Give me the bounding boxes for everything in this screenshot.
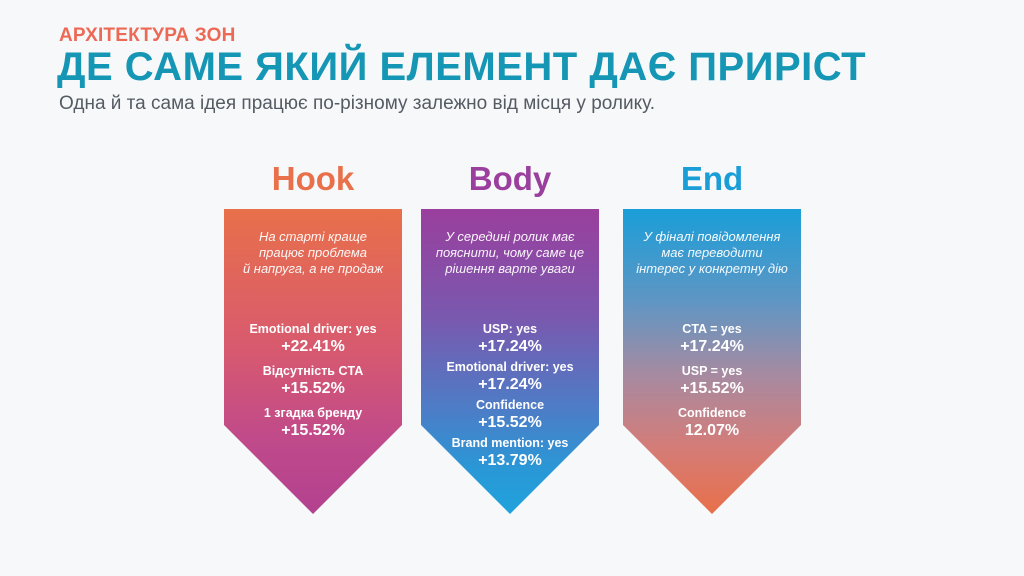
metric-label: Відсутність CTA [262, 364, 364, 378]
page-subtitle: Одна й та сама ідея працює по-різному за… [59, 93, 656, 114]
desc-line: й напруга, а не продаж [242, 261, 384, 276]
zone-title-hook: Hook [271, 160, 355, 197]
metric-label: Emotional driver: yes [446, 360, 574, 374]
metric-label: CTA = yes [682, 322, 742, 336]
desc-line: У середині ролик має [445, 229, 575, 244]
zone-arrow-end: У фіналі повідомлення має переводити інт… [623, 209, 801, 514]
desc-line: У фіналі повідомлення [643, 229, 781, 244]
metric-value: +17.24% [478, 376, 542, 393]
metric-label: Emotional driver: yes [249, 322, 377, 336]
metric: Emotional driver: yes +17.24% [421, 359, 599, 395]
zone-description-hook: На старті краще працює проблема й напруг… [224, 229, 402, 277]
metric-label: USP: yes [482, 322, 538, 336]
metric-value: 12.07% [684, 422, 740, 439]
metric-value: +17.24% [680, 338, 744, 355]
metric-value: +15.52% [281, 380, 345, 397]
zone-title-body: Body [468, 160, 552, 197]
metric-value: +17.24% [478, 338, 542, 355]
zone-title-end: End [680, 160, 744, 197]
metric: Confidence +15.52% [421, 397, 599, 433]
metric: Confidence 12.07% [623, 405, 801, 441]
metric-label: USP = yes [681, 364, 743, 378]
metric-label: Brand mention: yes [451, 436, 569, 450]
zone-arrow-hook: На старті краще працює проблема й напруг… [224, 209, 402, 514]
desc-line: працює проблема [258, 245, 368, 260]
zone-arrow-body: У середині ролик має пояснити, чому саме… [421, 209, 599, 514]
section-kicker: АРХІТЕКТУРА ЗОН [59, 25, 236, 46]
metric-value: +15.52% [680, 380, 744, 397]
metric: USP: yes +17.24% [421, 321, 599, 357]
desc-line: рішення варте уваги [445, 261, 575, 276]
metric-value: +15.52% [478, 414, 542, 431]
zone-description-end: У фіналі повідомлення має переводити інт… [623, 229, 801, 277]
metric: Відсутність CTA +15.52% [224, 363, 402, 399]
metric: 1 згадка бренду +15.52% [224, 405, 402, 441]
metric-label: 1 згадка бренду [263, 406, 363, 420]
metric-value: +22.41% [281, 338, 345, 355]
metric-label: Confidence [475, 398, 545, 412]
metric: Emotional driver: yes +22.41% [224, 321, 402, 357]
desc-line: На старті краще [258, 229, 368, 244]
desc-line: має переводити [661, 245, 763, 260]
metric: CTA = yes +17.24% [623, 321, 801, 357]
desc-line: інтерес у конкретну дію [636, 261, 788, 276]
page-title: ДЕ САМЕ ЯКИЙ ЕЛЕМЕНТ ДАЄ ПРИРІСТ [57, 45, 867, 89]
metric: Brand mention: yes +13.79% [421, 435, 599, 471]
metric-value: +15.52% [281, 422, 345, 439]
desc-line: пояснити, чому саме це [435, 245, 585, 260]
metric: USP = yes +15.52% [623, 363, 801, 399]
metric-label: Confidence [677, 406, 747, 420]
metric-value: +13.79% [478, 452, 542, 469]
zone-description-body: У середині ролик має пояснити, чому саме… [421, 229, 599, 277]
